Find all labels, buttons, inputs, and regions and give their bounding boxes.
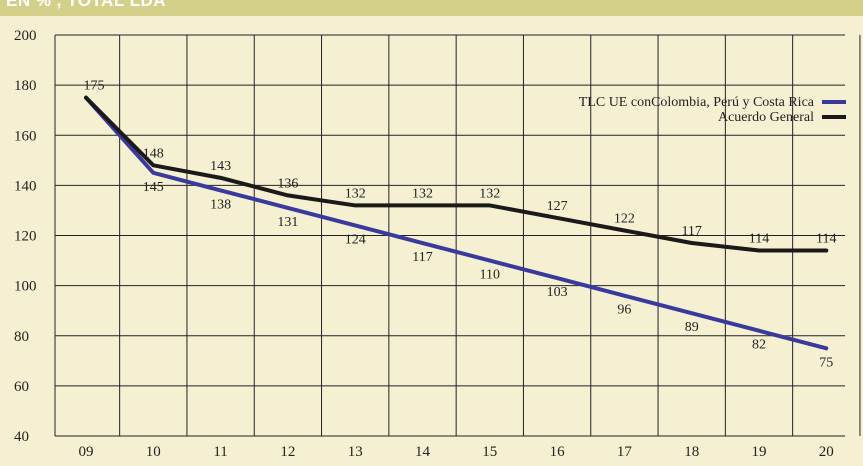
x-tick-label: 10 — [146, 444, 161, 460]
data-label: 114 — [749, 232, 769, 247]
data-label: 136 — [277, 176, 298, 191]
data-label: 145 — [143, 180, 164, 195]
x-tick-label: 15 — [482, 444, 497, 460]
data-label: 132 — [412, 186, 433, 201]
y-tick-label: 180 — [14, 78, 37, 94]
data-label: 148 — [143, 146, 164, 161]
data-label: 132 — [479, 186, 500, 201]
data-label: 96 — [617, 303, 631, 318]
data-label: 143 — [210, 159, 231, 174]
data-label: 103 — [547, 285, 568, 300]
grid — [54, 34, 861, 437]
data-label: 75 — [819, 355, 833, 370]
y-tick-label: 200 — [14, 28, 37, 44]
data-label: 127 — [547, 199, 568, 214]
x-tick-label: 11 — [213, 444, 227, 460]
y-tick-label: 60 — [14, 379, 29, 395]
data-label: 117 — [681, 224, 701, 239]
data-label: 114 — [816, 232, 836, 247]
x-tick-label: 14 — [415, 444, 431, 460]
x-tick-label: 20 — [819, 444, 834, 460]
y-tick-label: 120 — [14, 229, 37, 245]
y-tick-label: 160 — [14, 128, 37, 144]
data-label: 122 — [614, 211, 635, 226]
legend-label: TLC UE conColombia, Perú y Costa Rica — [579, 95, 815, 110]
y-tick-label: 100 — [14, 279, 37, 295]
series-lines — [84, 95, 829, 351]
data-label: 117 — [412, 250, 432, 265]
x-tick-label: 09 — [79, 444, 94, 460]
data-label: 110 — [480, 268, 500, 283]
data-label: 124 — [345, 232, 366, 247]
legend: TLC UE conColombia, Perú y Costa RicaAcu… — [579, 95, 846, 125]
x-tick-label: 17 — [617, 444, 633, 460]
y-tick-label: 80 — [14, 329, 29, 345]
x-tick-label: 12 — [280, 444, 295, 460]
x-tick-label: 18 — [684, 444, 699, 460]
y-axis-ticks: 40 60 80 100 120 140 160 180 200 — [14, 28, 37, 445]
data-label: 175 — [84, 79, 105, 94]
series-line-1 — [84, 95, 829, 253]
data-label: 131 — [277, 215, 298, 230]
data-labels: 145 138 131 124 117 110 103 96 89 82 75 175 148 143 13… — [84, 79, 837, 371]
data-label: 89 — [685, 320, 699, 335]
header-bar: EN % , TOTAL LDA — [0, 0, 863, 16]
chart-header-title: EN % , TOTAL LDA — [6, 0, 167, 10]
series-line-0 — [84, 95, 829, 351]
x-axis-ticks: 09 10 11 12 13 14 15 16 17 18 19 20 — [79, 444, 834, 460]
legend-label: Acuerdo General — [718, 110, 814, 125]
x-tick-label: 19 — [752, 444, 767, 460]
x-tick-label: 13 — [348, 444, 363, 460]
x-tick-label: 16 — [550, 444, 566, 460]
y-tick-label: 140 — [14, 178, 37, 194]
y-tick-label: 40 — [14, 429, 29, 445]
data-label: 132 — [345, 186, 366, 201]
data-label: 138 — [210, 197, 231, 212]
data-label: 82 — [752, 338, 766, 353]
